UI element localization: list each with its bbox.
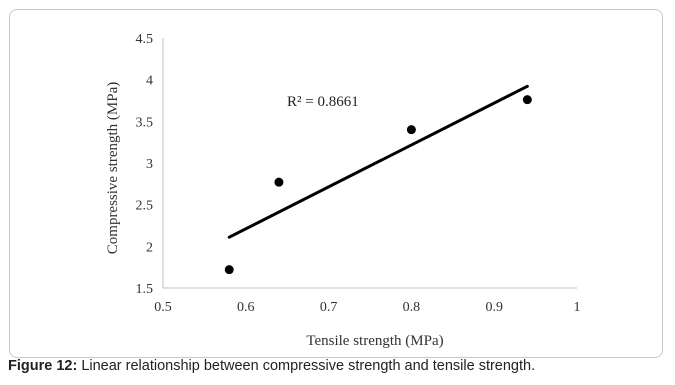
x-tick-label: 1 [574,300,581,315]
figure-caption: Figure 12: Linear relationship between c… [8,358,668,374]
y-tick-label: 3 [146,157,153,172]
data-point [225,265,234,274]
caption-text: Linear relationship between compressive … [77,358,535,374]
y-tick-label: 2 [146,240,153,255]
y-axis-title: Compressive strength (MPa) [105,82,121,254]
caption-label: Figure 12: [8,358,77,374]
r-squared-annotation: R² = 0.8661 [287,94,359,110]
x-tick-label: 0.9 [485,300,503,315]
y-tick-label: 3.5 [136,115,154,130]
y-tick-label: 4.5 [136,32,154,47]
x-tick-label: 0.6 [237,300,255,315]
y-tick-label: 1.5 [136,282,154,297]
x-tick-label: 0.7 [320,300,338,315]
data-point [523,95,532,104]
y-tick-label: 2.5 [136,199,154,214]
x-tick-label: 0.8 [403,300,421,315]
trendline [229,86,527,237]
y-tick-label: 4 [146,74,153,89]
data-point [407,125,416,134]
data-point [274,178,283,187]
x-axis-title: Tensile strength (MPa) [306,333,443,349]
x-tick-label: 0.5 [154,300,172,315]
scatter-chart: 0.5 0.6 0.7 0.8 0.9 1 1.5 2 2.5 3 3.5 4 4.5 R² = 0.86… [0,0,675,358]
